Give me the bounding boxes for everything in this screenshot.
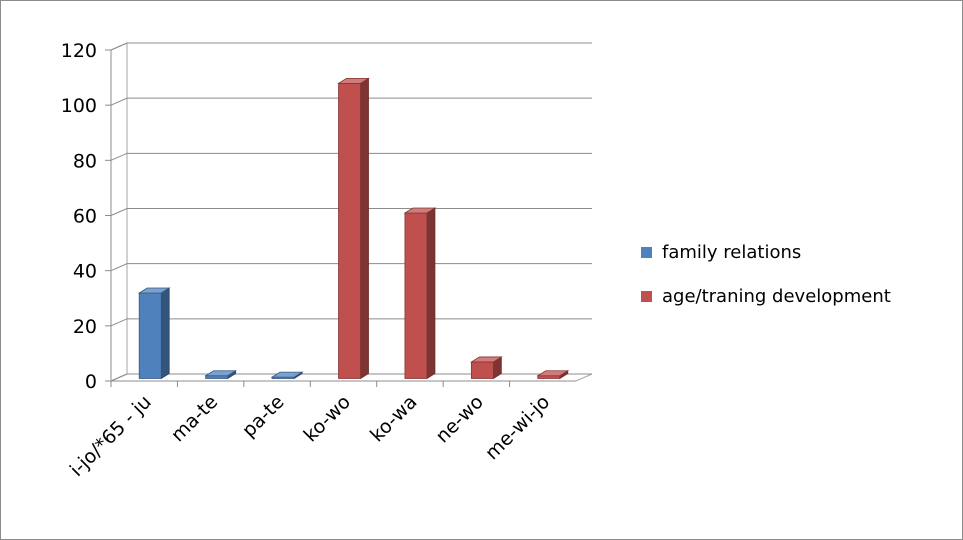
gridline-20 <box>110 318 592 327</box>
legend-label-age-training-development: age/traning development <box>662 285 891 307</box>
bar-top <box>469 356 503 363</box>
y-tick-label-0: 0 <box>85 371 97 393</box>
y-tick-label-40: 40 <box>73 261 97 283</box>
gridline-40 <box>110 263 592 272</box>
bar-front <box>537 375 561 379</box>
x-label-ko-wa: ko-wa <box>366 391 421 446</box>
bar-top <box>270 371 304 378</box>
bar-age-traning-development-me-wi-jo <box>536 370 570 380</box>
bar-top <box>337 77 370 84</box>
gridlines <box>110 42 592 382</box>
legend: family relations age/traning development <box>641 239 891 327</box>
x-label-ne-wo: ne-wo <box>431 391 487 447</box>
gridline-80 <box>110 152 592 161</box>
y-tick-label-20: 20 <box>73 316 97 338</box>
gridline-120 <box>110 42 592 51</box>
bar-age-traning-development-ne-wo <box>469 356 503 380</box>
y-tick-label-100: 100 <box>61 95 97 117</box>
x-label-i-jo-65-ju: i-jo/*65 - ju <box>66 391 156 481</box>
y-axis-ticks: 0 20 40 60 80 100 120 <box>61 40 112 393</box>
y-tick-label-120: 120 <box>61 40 97 62</box>
bar-age-traning-development-ko-wo <box>337 77 370 380</box>
x-label-ko-wo: ko-wo <box>300 391 355 446</box>
x-label-me-wi-jo: me-wi-jo <box>481 391 554 464</box>
legend-item-age-training-development[interactable]: age/traning development <box>641 283 891 309</box>
x-label-ma-te: ma-te <box>167 391 222 446</box>
bar-age-traning-development-ko-wa <box>403 207 437 380</box>
x-label-pa-te: pa-te <box>238 391 289 442</box>
legend-item-family-relations[interactable]: family relations <box>641 239 891 265</box>
bar-front <box>205 375 229 379</box>
bar-front <box>138 292 162 379</box>
legend-label-family-relations: family relations <box>662 241 802 263</box>
bars <box>137 77 570 380</box>
bar-family-relations-i-jo-65-ju <box>137 287 171 380</box>
legend-swatch-family-relations <box>641 246 652 258</box>
bar-side <box>426 207 436 380</box>
gridline-0 <box>110 373 592 382</box>
gridline-100 <box>110 97 592 106</box>
gridline-60 <box>110 208 592 216</box>
bar-side <box>360 77 369 380</box>
x-axis-labels: i-jo/*65 - ju ma-te pa-te ko-wo ko-wa ne-wome… <box>66 380 576 481</box>
bar-front <box>338 82 361 379</box>
bar-family-relations-ma-te <box>204 370 238 380</box>
legend-swatch-age-training-development <box>641 290 652 302</box>
bar-top <box>403 207 437 214</box>
y-tick-label-60: 60 <box>73 206 97 228</box>
bar-front <box>404 212 428 379</box>
y-tick-label-80: 80 <box>73 150 97 172</box>
bar-side <box>160 287 170 380</box>
bar-family-relations-pa-te <box>270 371 304 380</box>
bar-front <box>470 361 494 379</box>
bar-top <box>137 287 171 294</box>
bar-top <box>536 370 570 377</box>
bar-top <box>204 370 238 377</box>
